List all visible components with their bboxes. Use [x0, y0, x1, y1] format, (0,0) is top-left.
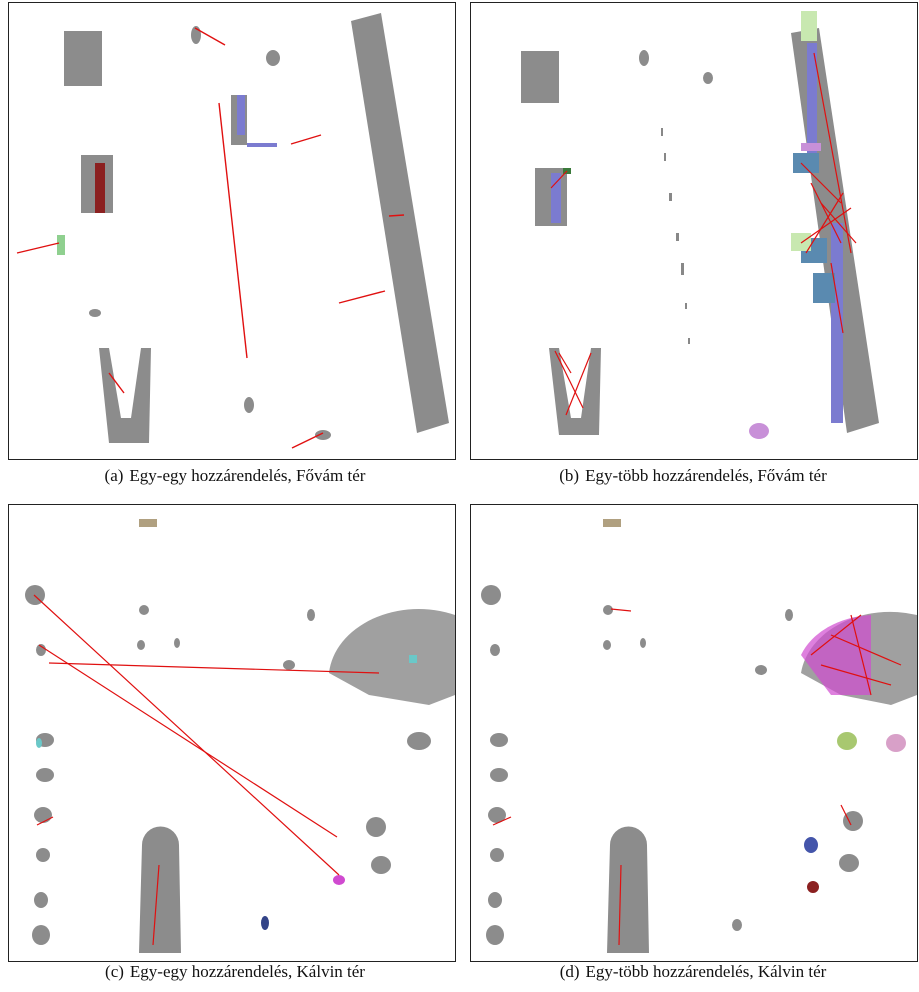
panel-c — [8, 504, 456, 962]
caption-label: (c) — [105, 962, 124, 981]
caption-label: (b) — [559, 466, 579, 485]
caption-text: Egy-több hozzárendelés, Fővám tér — [585, 466, 827, 485]
panel-d — [470, 504, 918, 962]
caption-text: Egy-egy hozzárendelés, Kálvin tér — [130, 962, 365, 981]
caption: (a) Egy-egy hozzárendelés, Fővám tér — [5, 466, 465, 486]
panel-b — [470, 2, 918, 460]
point-cloud — [471, 505, 917, 953]
caption-label: (a) — [105, 466, 124, 485]
point-cloud — [471, 3, 917, 459]
point-cloud — [9, 3, 455, 459]
figure: (a) Egy-egy hozzárendelés, Fővám tér (b) E… — [0, 0, 919, 992]
caption-text: Egy-több hozzárendelés, Kálvin tér — [586, 962, 827, 981]
caption: (c) Egy-egy hozzárendelés, Kálvin tér — [5, 962, 465, 982]
caption: (b) Egy-több hozzárendelés, Fővám tér — [463, 466, 919, 486]
panel-a — [8, 2, 456, 460]
point-cloud — [9, 505, 455, 953]
caption-text: Egy-egy hozzárendelés, Fővám tér — [129, 466, 365, 485]
caption-label: (d) — [560, 962, 580, 981]
caption: (d) Egy-több hozzárendelés, Kálvin tér — [463, 962, 919, 982]
